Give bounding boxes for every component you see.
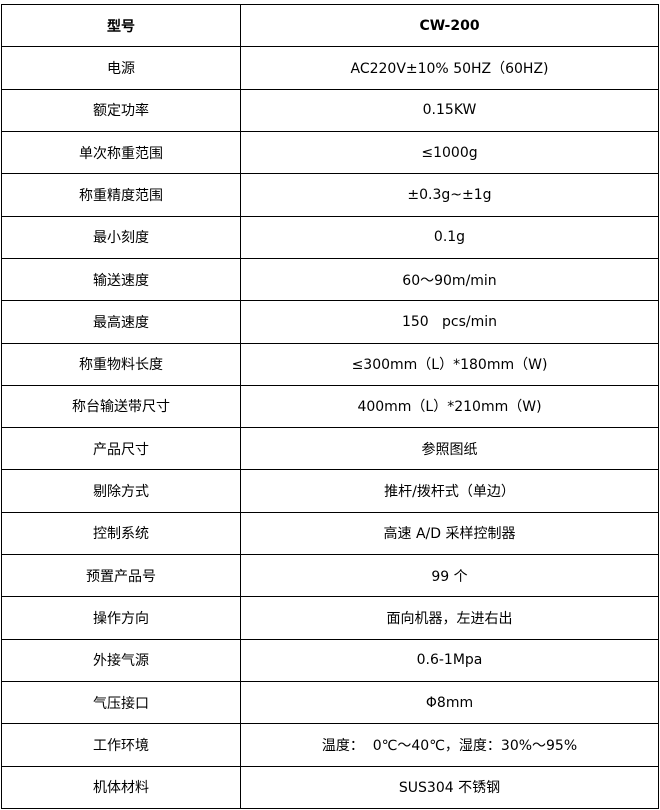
row-label: 预置产品号: [1, 554, 241, 598]
row-value: 400mm（L）*210mm（W): [240, 384, 659, 429]
table-row: 外接气源 0.6-1Mpa: [1, 638, 659, 683]
table-row: 控制系统 高速 A/D 采样控制器: [1, 511, 659, 556]
spec-table: 型号 CW-200 电源 AC220V±10% 50HZ（60HZ) 额定功率 0.1…: [1, 3, 659, 810]
table-row: 操作方向 面向机器，左进右出: [1, 596, 659, 640]
row-value: 温度： 0℃～40℃，湿度：30%～95%: [240, 723, 659, 767]
header-label: 型号: [1, 3, 241, 48]
table-row: 称台输送带尺寸 400mm（L）*210mm（W): [1, 384, 659, 429]
row-value: SUS304 不锈钢: [240, 765, 659, 810]
table-row: 产品尺寸 参照图纸: [1, 427, 659, 471]
table-row: 最高速度 150 pcs/min: [1, 300, 659, 344]
row-value: 0.15KW: [240, 88, 659, 132]
row-value: 0.6-1Mpa: [240, 638, 659, 683]
row-label: 单次称重范围: [1, 130, 241, 175]
row-label: 外接气源: [1, 638, 241, 683]
row-value: ≤1000g: [240, 130, 659, 175]
row-value: ≤300mm（L）*180mm（W): [240, 342, 659, 386]
row-label: 最高速度: [1, 300, 241, 344]
row-value: 99 个: [240, 554, 659, 598]
row-value: 150 pcs/min: [240, 300, 659, 344]
table-row: 工作环境 温度： 0℃～40℃，湿度：30%～95%: [1, 723, 659, 767]
table-row: 称重物料长度 ≤300mm（L）*180mm（W): [1, 342, 659, 386]
row-value: 参照图纸: [240, 427, 659, 471]
table-row: 气压接口 Φ8mm: [1, 680, 659, 725]
row-label: 机体材料: [1, 765, 241, 810]
row-label: 剔除方式: [1, 469, 241, 513]
row-value: Φ8mm: [240, 680, 659, 725]
table-row: 输送速度 60～90m/min: [1, 257, 659, 302]
row-label: 称台输送带尺寸: [1, 384, 241, 429]
row-value: AC220V±10% 50HZ（60HZ): [240, 46, 659, 90]
row-label: 工作环境: [1, 723, 241, 767]
row-label: 称重物料长度: [1, 342, 241, 386]
row-value: 60～90m/min: [240, 257, 659, 302]
row-value: 推杆/拨杆式（单边）: [240, 469, 659, 513]
table-header-row: 型号 CW-200: [1, 3, 659, 48]
row-value: 面向机器，左进右出: [240, 596, 659, 640]
row-label: 电源: [1, 46, 241, 90]
table-row: 额定功率 0.15KW: [1, 88, 659, 132]
row-value: ±0.3g~±1g: [240, 173, 659, 217]
table-row: 最小刻度 0.1g: [1, 215, 659, 259]
row-value: 0.1g: [240, 215, 659, 259]
table-row: 机体材料 SUS304 不锈钢: [1, 765, 659, 810]
row-label: 输送速度: [1, 257, 241, 302]
row-label: 称重精度范围: [1, 173, 241, 217]
row-label: 产品尺寸: [1, 427, 241, 471]
row-label: 额定功率: [1, 88, 241, 132]
table-row: 单次称重范围 ≤1000g: [1, 130, 659, 175]
table-row: 称重精度范围 ±0.3g~±1g: [1, 173, 659, 217]
row-label: 控制系统: [1, 511, 241, 556]
table-row: 电源 AC220V±10% 50HZ（60HZ): [1, 46, 659, 90]
row-label: 最小刻度: [1, 215, 241, 259]
row-value: 高速 A/D 采样控制器: [240, 511, 659, 556]
header-value: CW-200: [240, 3, 659, 48]
table-row: 剔除方式 推杆/拨杆式（单边）: [1, 469, 659, 513]
row-label: 气压接口: [1, 680, 241, 725]
row-label: 操作方向: [1, 596, 241, 640]
table-row: 预置产品号 99 个: [1, 554, 659, 598]
